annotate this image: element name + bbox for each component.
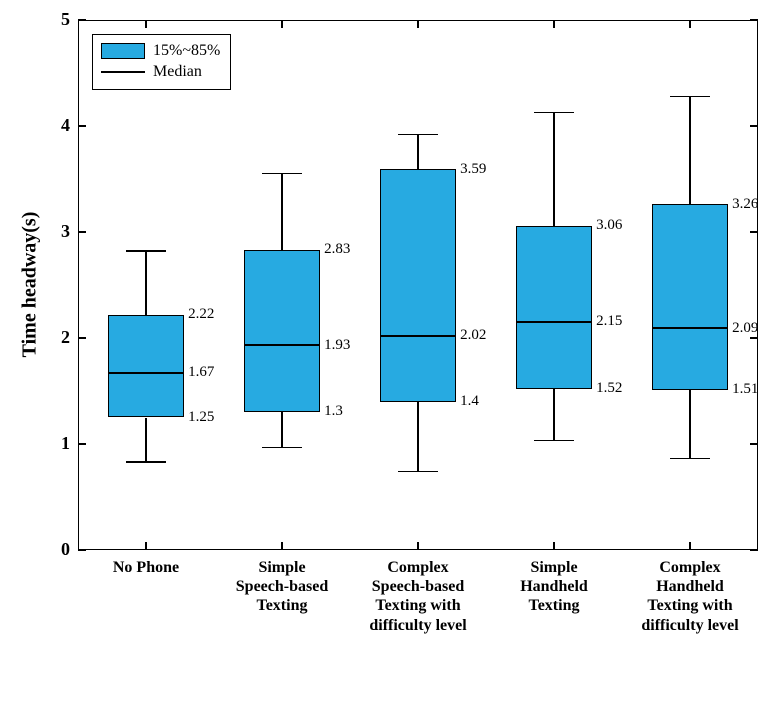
- value-label: 1.3: [324, 403, 343, 420]
- value-label: 3.59: [460, 161, 486, 178]
- box: [380, 169, 456, 401]
- value-label: 1.93: [324, 337, 350, 354]
- whisker-stem: [281, 412, 282, 447]
- value-label: 2.83: [324, 241, 350, 258]
- whisker-cap: [398, 134, 439, 135]
- value-label: 2.09: [732, 320, 758, 337]
- x-tick-label: Complex Speech-based Texting with diffic…: [352, 558, 484, 635]
- x-tick: [417, 542, 419, 550]
- value-label: 3.06: [596, 217, 622, 234]
- whisker-stem: [417, 402, 418, 472]
- y-tick: [78, 337, 86, 339]
- whisker-cap: [670, 96, 711, 97]
- x-tick-label: No Phone: [80, 558, 212, 577]
- value-label: 1.52: [596, 380, 622, 397]
- x-tick: [281, 542, 283, 550]
- value-label: 2.02: [460, 327, 486, 344]
- value-label: 1.51: [732, 381, 758, 398]
- boxplot-chart: Time headway(s) 15%~85% Median 0 1 2 3 4 5 2.2…: [0, 0, 784, 716]
- whisker-stem: [689, 96, 690, 204]
- y-tick-label: 3: [44, 221, 70, 242]
- x-tick-label: Simple Handheld Texting: [488, 558, 620, 616]
- legend-median-swatch: [101, 71, 145, 73]
- whisker-cap: [262, 173, 303, 174]
- legend-box-swatch: [101, 43, 145, 59]
- x-tick: [689, 542, 691, 550]
- box: [652, 204, 728, 390]
- median-line: [380, 335, 456, 337]
- y-tick: [750, 549, 758, 551]
- median-line: [516, 321, 592, 323]
- y-tick-label: 2: [44, 327, 70, 348]
- legend-box-row: 15%~85%: [101, 41, 220, 62]
- whisker-stem: [281, 174, 282, 250]
- y-tick: [750, 125, 758, 127]
- whisker-cap: [126, 250, 167, 251]
- whisker-cap: [670, 458, 711, 459]
- whisker-stem: [417, 134, 418, 169]
- whisker-stem: [145, 418, 146, 463]
- box: [108, 315, 184, 418]
- x-tick: [553, 542, 555, 550]
- x-tick: [553, 20, 555, 28]
- y-tick: [750, 231, 758, 233]
- y-tick-label: 0: [44, 539, 70, 560]
- whisker-cap: [262, 447, 303, 448]
- median-line: [244, 344, 320, 346]
- y-tick: [78, 443, 86, 445]
- y-tick: [78, 19, 86, 21]
- whisker-stem: [553, 389, 554, 441]
- whisker-cap: [126, 461, 167, 462]
- x-tick: [145, 542, 147, 550]
- value-label: 1.4: [460, 393, 479, 410]
- y-axis-label: Time headway(s): [19, 185, 42, 385]
- legend-median-label: Median: [153, 62, 202, 83]
- y-tick: [78, 125, 86, 127]
- y-tick: [750, 19, 758, 21]
- whisker-cap: [534, 440, 575, 441]
- y-tick: [78, 231, 86, 233]
- whisker-cap: [398, 471, 439, 472]
- legend-median-row: Median: [101, 62, 220, 83]
- whisker-stem: [689, 390, 690, 459]
- x-tick: [689, 20, 691, 28]
- x-tick: [417, 20, 419, 28]
- y-tick: [78, 549, 86, 551]
- box: [516, 226, 592, 389]
- y-tick: [750, 337, 758, 339]
- median-line: [108, 372, 184, 374]
- y-tick: [750, 443, 758, 445]
- median-line: [652, 327, 728, 329]
- x-tick: [145, 20, 147, 28]
- x-tick-label: Complex Handheld Texting with difficulty…: [624, 558, 756, 635]
- legend: 15%~85% Median: [92, 34, 231, 90]
- value-label: 2.22: [188, 306, 214, 323]
- y-tick-label: 1: [44, 433, 70, 454]
- value-label: 3.26: [732, 196, 758, 213]
- x-tick-label: Simple Speech-based Texting: [216, 558, 348, 616]
- whisker-cap: [534, 112, 575, 113]
- legend-box-label: 15%~85%: [153, 41, 220, 62]
- value-label: 1.67: [188, 364, 214, 381]
- box: [244, 250, 320, 412]
- x-tick: [281, 20, 283, 28]
- value-label: 2.15: [596, 313, 622, 330]
- y-tick-label: 5: [44, 9, 70, 30]
- y-tick-label: 4: [44, 115, 70, 136]
- whisker-stem: [553, 112, 554, 225]
- whisker-stem: [145, 251, 146, 315]
- value-label: 1.25: [188, 409, 214, 426]
